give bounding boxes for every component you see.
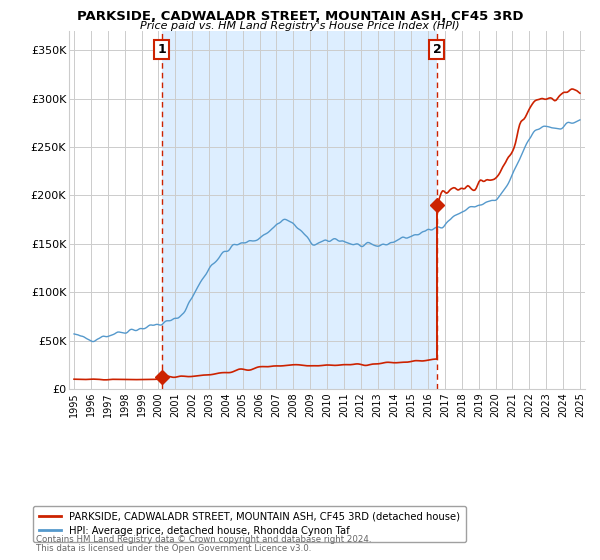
Text: PARKSIDE, CADWALADR STREET, MOUNTAIN ASH, CF45 3RD: PARKSIDE, CADWALADR STREET, MOUNTAIN ASH… <box>77 10 523 23</box>
Bar <box>162 31 437 389</box>
Text: 1: 1 <box>157 43 166 57</box>
Text: Contains HM Land Registry data © Crown copyright and database right 2024.: Contains HM Land Registry data © Crown c… <box>36 535 371 544</box>
Legend: PARKSIDE, CADWALADR STREET, MOUNTAIN ASH, CF45 3RD (detached house), HPI: Averag: PARKSIDE, CADWALADR STREET, MOUNTAIN ASH… <box>33 506 466 542</box>
Text: 2: 2 <box>433 43 442 57</box>
Text: This data is licensed under the Open Government Licence v3.0.: This data is licensed under the Open Gov… <box>36 544 311 553</box>
Text: Price paid vs. HM Land Registry's House Price Index (HPI): Price paid vs. HM Land Registry's House … <box>140 21 460 31</box>
